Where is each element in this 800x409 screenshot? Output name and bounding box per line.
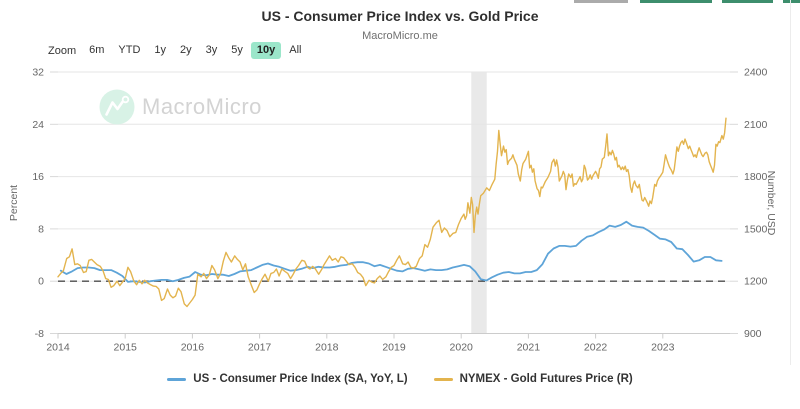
range-selector: Zoom 6m YTD 1y 2y 3y 5y 10y All [48, 42, 308, 59]
cpi-line [59, 220, 723, 284]
x-axis-tick-label: 2021 [517, 342, 541, 354]
left-axis-tick-label: 16 [32, 171, 44, 183]
legend: US - Consumer Price Index (SA, YoY, L) NY… [0, 373, 800, 385]
range-button-ytd[interactable]: YTD [112, 42, 146, 59]
gold-line [57, 117, 727, 308]
range-button-1y[interactable]: 1y [148, 42, 172, 59]
range-buttons: 6m YTD 1y 2y 3y 5y 10y All [83, 42, 307, 59]
cutoff-tab-fragment [640, 0, 712, 3]
cutoff-tab-fragment [783, 0, 800, 3]
x-axis-tick-label: 2015 [114, 342, 138, 354]
series-layer [57, 117, 727, 308]
legend-item[interactable]: NYMEX - Gold Futures Price (R) [433, 373, 633, 385]
cutoff-tab-fragment [722, 0, 773, 3]
left-axis-tick-label: -8 [35, 328, 44, 340]
x-axis-tick-label: 2014 [46, 342, 70, 354]
page-subtitle: MacroMicro.me [362, 30, 438, 42]
watermark-ring-icon [121, 95, 130, 104]
left-axis-title: Percent [8, 185, 20, 221]
right-axis-tick-label: 1800 [744, 171, 768, 183]
watermark-zigzag-icon [105, 99, 125, 116]
left-axis-tick-label: 0 [38, 276, 44, 288]
range-button-3y[interactable]: 3y [200, 42, 224, 59]
legend-item[interactable]: US - Consumer Price Index (SA, YoY, L) [167, 373, 408, 385]
x-axis-tick-label: 2018 [315, 342, 339, 354]
x-axis-tick-label: 2020 [450, 342, 474, 354]
legend-dash [167, 377, 187, 381]
range-button-all[interactable]: All [283, 42, 307, 59]
watermark-text: MacroMicro [142, 94, 262, 119]
right-axis-tick-label: 900 [744, 328, 762, 340]
x-axis-tick-label: 2019 [382, 342, 406, 354]
right-axis-tick-label: 2100 [744, 119, 768, 131]
right-axis-tick-label: 1500 [744, 223, 768, 235]
range-button-5y[interactable]: 5y [225, 42, 249, 59]
plot-area[interactable] [58, 72, 730, 334]
axes: 32 2400 24 2100 16 1800 8 1500 0 1200 -8 900 2014 201… [8, 67, 777, 354]
left-axis-tick-label: 8 [38, 223, 44, 235]
left-axis-tick-label: 24 [32, 119, 44, 131]
right-axis-tick-label: 2400 [744, 67, 768, 79]
zoom-label: Zoom [48, 44, 77, 57]
right-axis-title: Number, USD [765, 171, 777, 236]
x-axis-tick-label: 2023 [651, 342, 675, 354]
range-button-6m[interactable]: 6m [83, 42, 110, 59]
panel-divider [790, 0, 791, 365]
cutoff-tab-fragment [574, 0, 628, 3]
range-button-2y[interactable]: 2y [174, 42, 198, 59]
x-axis-tick-label: 2022 [584, 342, 608, 354]
range-button-10y[interactable]: 10y [250, 42, 282, 59]
x-axis-tick-label: 2016 [181, 342, 205, 354]
legend-label: NYMEX - Gold Futures Price (R) [459, 373, 633, 385]
chart-canvas[interactable]: 32 2400 24 2100 16 1800 8 1500 0 1200 -8 900 2014 201… [0, 0, 800, 365]
x-axis-tick-label: 2017 [248, 342, 272, 354]
right-axis-tick-label: 1200 [744, 276, 768, 288]
legend-dash [433, 377, 453, 381]
page-title: US - Consumer Price Index vs. Gold Price [261, 8, 539, 24]
left-axis-tick-label: 32 [32, 67, 44, 79]
legend-label: US - Consumer Price Index (SA, YoY, L) [193, 373, 408, 385]
watermark: MacroMicro [99, 89, 262, 125]
